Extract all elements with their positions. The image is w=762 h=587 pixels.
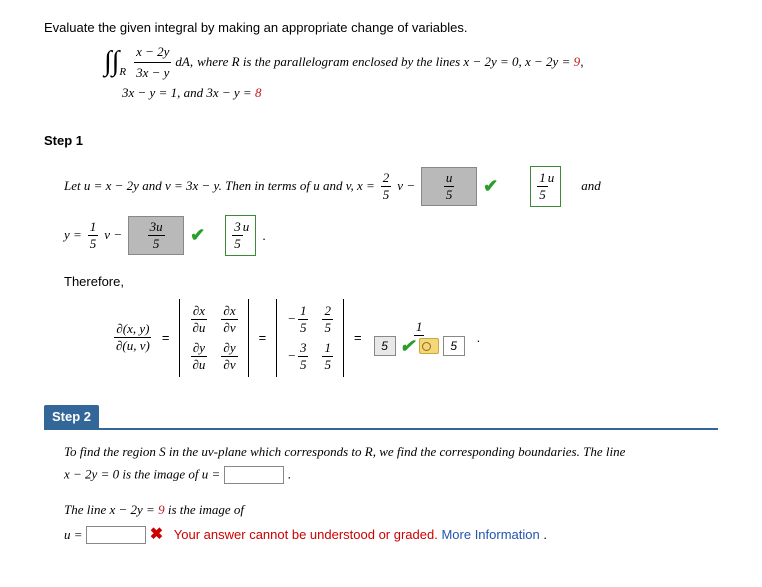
key-icon[interactable] bbox=[419, 338, 439, 354]
integrand-fraction: x − 2y 3x − y bbox=[134, 42, 171, 82]
step2-header: Step 2 bbox=[44, 405, 99, 428]
step2-line-b: The line x − 2y = 9 is the image of bbox=[64, 502, 718, 518]
problem-prompt: Evaluate the given integral by making an… bbox=[44, 20, 718, 35]
jacobian-answer-2: 5 bbox=[443, 336, 465, 356]
answer-box-x[interactable]: u5 bbox=[421, 167, 477, 206]
check-icon: ✔ bbox=[400, 336, 415, 357]
dA: dA, bbox=[175, 52, 193, 72]
error-text: Your answer cannot be understood or grad… bbox=[174, 527, 438, 542]
correct-x: 15u bbox=[530, 166, 561, 207]
y-row: y = 15 v − 3u5 ✔ 35u . bbox=[64, 215, 718, 256]
check-icon: ✔ bbox=[483, 176, 498, 197]
step1-header: Step 1 bbox=[44, 133, 718, 148]
integral-block: ∫∫ R x − 2y 3x − y dA, where R is the pa… bbox=[104, 41, 718, 103]
step2-line-u0: x − 2y = 0 is the image of u = . bbox=[64, 466, 718, 484]
jacobian-answer-1[interactable]: 5 bbox=[374, 336, 396, 356]
let-u-v-row: Let u = x − 2y and v = 3x − y. Then in t… bbox=[64, 166, 718, 207]
therefore-label: Therefore, bbox=[64, 274, 718, 289]
more-info-link[interactable]: More Information bbox=[441, 527, 539, 542]
answer-box-y[interactable]: 3u5 bbox=[128, 216, 184, 255]
step2-u-eq-row: u = ✖ Your answer cannot be understood o… bbox=[64, 524, 718, 545]
x-icon: ✖ bbox=[150, 526, 163, 543]
jacobian-row: ∂(x, y) ∂(u, v) = ∂x∂u ∂x∂v ∂y∂u ∂y∂v = … bbox=[114, 299, 718, 377]
u0-input[interactable] bbox=[224, 466, 284, 484]
where-clause: where R is the parallelogram enclosed by… bbox=[197, 52, 584, 72]
correct-y: 35u bbox=[225, 215, 256, 256]
u9-input[interactable] bbox=[86, 526, 146, 544]
double-integral-symbol: ∫∫ bbox=[104, 41, 119, 83]
region-subscript: R bbox=[119, 64, 126, 81]
check-icon: ✔ bbox=[190, 225, 205, 246]
constraint-lines: 3x − y = 1, and 3x − y = 8 bbox=[122, 83, 718, 103]
step2-text1: To find the region S in the uv-plane whi… bbox=[64, 444, 718, 460]
